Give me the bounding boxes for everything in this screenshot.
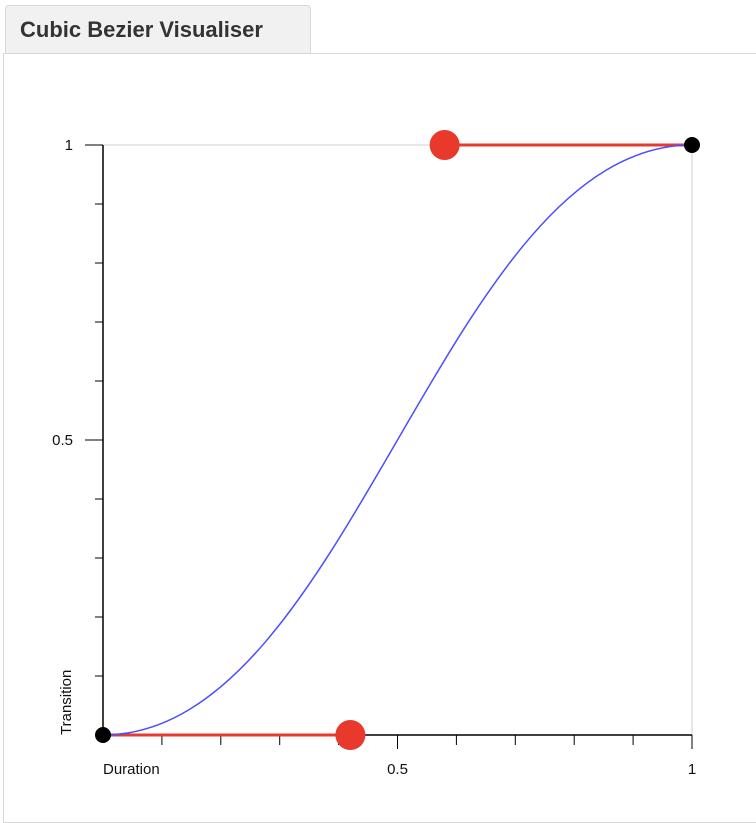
control-point [335, 720, 366, 750]
tab-title: Cubic Bezier Visualiser [20, 17, 263, 42]
endpoint [684, 137, 700, 153]
x-axis-label: Duration [103, 761, 160, 778]
x-tick-label: 0.5 [387, 761, 408, 778]
control-point [429, 130, 460, 160]
tab[interactable]: Cubic Bezier Visualiser [5, 5, 311, 53]
y-tick-label: 1 [65, 137, 73, 154]
bezier-curve [102, 144, 693, 736]
y-tick-label: 0.5 [52, 432, 73, 449]
x-tick-label: 1 [688, 761, 696, 778]
endpoint [95, 727, 111, 743]
y-axis-label: Transition [58, 670, 75, 735]
